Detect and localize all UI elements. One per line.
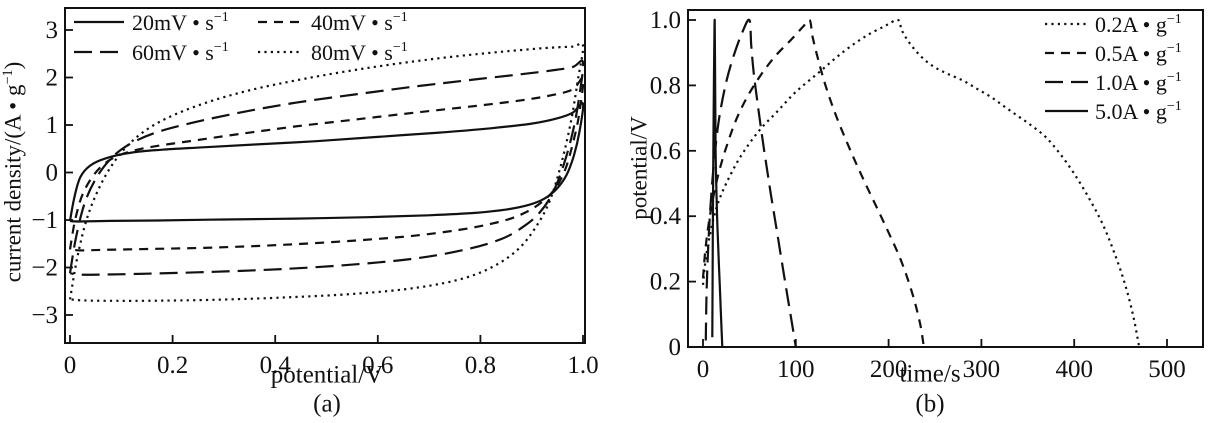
- panel-b-y-axis-title: potential/V: [626, 116, 652, 220]
- panel-a-label: (a): [313, 390, 341, 418]
- panel-a-y-tick-label: −3: [31, 302, 58, 329]
- panel-b-x-tick-label: 300: [963, 356, 1001, 383]
- panel-a-legend-label-sup: −1: [214, 10, 229, 25]
- panel-b-legend-label-sup: −1: [1167, 12, 1182, 27]
- panel-a-legend-label: 80mV • s−1: [311, 40, 408, 65]
- panel-a-y-axis-title-sup: −1: [0, 69, 16, 85]
- panel-a-y-tick-label: −1: [31, 207, 58, 234]
- panel-a-y-tick-label: 0: [46, 160, 59, 187]
- panel-b-legend-label-sup: −1: [1167, 99, 1182, 114]
- panel-b-legend-label: 1.0A • g−1: [1095, 70, 1182, 95]
- panel-b-x-tick-label: 0: [697, 356, 710, 383]
- panel-a-legend-label: 60mV • s−1: [132, 40, 229, 65]
- curve-gcd-02a-g: [701, 18, 1141, 348]
- panel-a-legend: 20mV • s−1 40mV • s−1 60mV • s−1 80mV • s−1: [74, 10, 408, 65]
- panel-b-x-axis-title-text: time/s: [899, 360, 961, 388]
- panel-b-x-tick-label: 200: [870, 356, 908, 383]
- panel-a-x-tick-label: 0.8: [465, 352, 496, 379]
- panel-a-y-tick-label: 1: [46, 112, 59, 139]
- panel-a-legend-label: 20mV • s−1: [132, 10, 229, 35]
- panel-b-x-tick-label: 400: [1055, 356, 1093, 383]
- panel-b-legend: 0.2A • g−1 0.5A • g−1 1.0A • g−1 5.0A • g−1: [1045, 12, 1182, 124]
- panel-b-y-tick-label: 0.6: [650, 138, 681, 165]
- panel-a-frame: [64, 7, 586, 344]
- panel-b-legend-label: 0.2A • g−1: [1095, 12, 1182, 37]
- panel-b: 0 100 200 300 400 500 1.0 0.8 0.6 0.4 0.2 0 0.2A • g…: [650, 7, 1204, 383]
- panel-b-legend-label: 5.0A • g−1: [1095, 99, 1182, 124]
- panel-a-x-tick-label: 0: [64, 352, 77, 379]
- panel-b-y-tick-label: 0: [669, 334, 682, 361]
- panel-b-y-tick-label: 0.2: [650, 269, 681, 296]
- panel-b-legend-label-sup: −1: [1167, 41, 1182, 56]
- curve-gcd-50a-g: [711, 18, 724, 348]
- panel-a-y-axis-title-post: ): [0, 61, 26, 70]
- curve-cv-40mv-s: [68, 76, 585, 252]
- curve-cv-20mv-s: [68, 101, 585, 223]
- panel-a-legend-label-sup: −1: [393, 10, 408, 25]
- panel-b-y-axis-title-text: potential/V: [626, 116, 652, 220]
- curve-cv-80mv-s: [68, 42, 585, 302]
- panel-b-legend-label-sup: −1: [1167, 70, 1182, 85]
- curve-gcd-10a-g: [704, 18, 797, 348]
- panel-b-y-tick-label: 0.8: [650, 72, 681, 99]
- panel-a-y-axis-title-text: current density/(A • g: [0, 84, 26, 283]
- panel-a-x-tick-label: 0.6: [362, 352, 393, 379]
- panel-a-x-tick-label: 1.0: [567, 352, 598, 379]
- panel-a-legend-label: 40mV • s−1: [311, 10, 408, 35]
- panel-a-y-axis-title: current density/(A • g−1): [0, 61, 26, 283]
- panel-b-frame: [687, 9, 1204, 348]
- panel-b-legend-label: 0.5A • g−1: [1095, 41, 1182, 66]
- panel-b-y-tick-label: 0.4: [650, 203, 682, 230]
- curve-gcd-05a-g: [701, 18, 925, 348]
- panel-a-y-tick-label: −2: [31, 255, 58, 282]
- panel-a-x-axis-title: potential/V: [271, 363, 383, 388]
- panel-b-x-axis-title: time/s: [899, 362, 960, 387]
- panel-a: 0 0.2 0.4 0.6 0.8 1.0 3 2 1 0 −1 −2 −3 20mV • s−1 40mV…: [31, 7, 599, 379]
- panel-a-y-tick-label: 2: [46, 65, 59, 92]
- curve-cv-60mv-s: [68, 59, 585, 276]
- panel-a-legend-label-sup: −1: [393, 40, 408, 55]
- panel-b-label: (b): [915, 390, 945, 418]
- panel-b-x-tick-label: 100: [777, 356, 815, 383]
- panel-b-x-tick-label: 500: [1148, 356, 1186, 383]
- panel-a-legend-label-sup: −1: [214, 40, 229, 55]
- panel-a-x-tick-label: 0.2: [157, 352, 188, 379]
- panel-a-x-axis-title-text: potential/V: [270, 361, 384, 389]
- panel-a-x-tick-label: 0.4: [260, 352, 292, 379]
- panel-a-y-tick-label: 3: [46, 17, 59, 44]
- panel-b-y-tick-label: 1.0: [650, 7, 681, 34]
